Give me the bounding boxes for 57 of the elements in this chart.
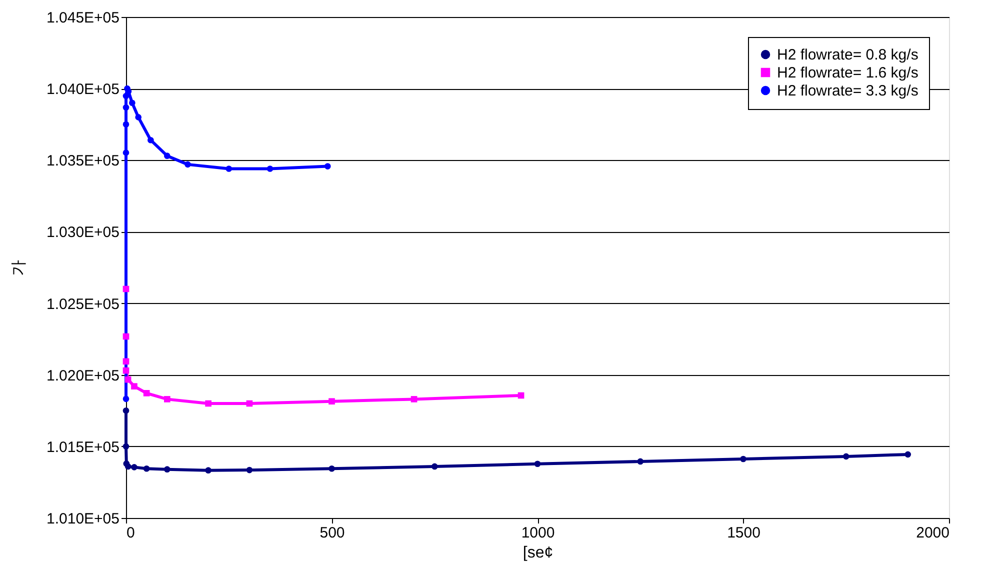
legend-label: H2 flowrate= 0.8 kg/s bbox=[777, 46, 918, 64]
x-tick-label: 1500 bbox=[727, 524, 760, 542]
point bbox=[164, 396, 170, 402]
point bbox=[226, 166, 232, 172]
point bbox=[637, 458, 644, 465]
x-tick-label: 2000 bbox=[916, 524, 950, 542]
point bbox=[205, 400, 212, 407]
point bbox=[740, 456, 746, 462]
point bbox=[324, 163, 331, 170]
point bbox=[246, 400, 253, 407]
y-tick-label: 1.040E+05 bbox=[46, 81, 120, 98]
point bbox=[143, 390, 150, 396]
point bbox=[184, 161, 191, 168]
point bbox=[122, 121, 130, 128]
point bbox=[205, 467, 212, 474]
x-axis-title: [se¢ bbox=[522, 544, 554, 562]
y-tick-label: 1.035E+05 bbox=[46, 152, 120, 170]
y-axis-title: 가 bbox=[10, 260, 28, 276]
point bbox=[164, 466, 170, 472]
point bbox=[431, 463, 438, 470]
point bbox=[164, 152, 170, 160]
point bbox=[904, 451, 912, 458]
y-tick-label: 1.045E+05 bbox=[46, 10, 120, 26]
point bbox=[246, 466, 253, 474]
point bbox=[518, 392, 524, 399]
point bbox=[122, 333, 130, 340]
point bbox=[328, 398, 335, 404]
point bbox=[122, 396, 130, 402]
point bbox=[534, 460, 541, 468]
point bbox=[122, 358, 130, 365]
point bbox=[328, 465, 335, 472]
y-tick-label: 1.025E+05 bbox=[46, 296, 120, 313]
point bbox=[122, 150, 130, 156]
point bbox=[122, 286, 130, 292]
point bbox=[122, 407, 130, 414]
y-tick-label: 1.020E+05 bbox=[46, 367, 120, 384]
x-tick-label: 500 bbox=[320, 524, 345, 542]
y-tick-label: 1.030E+05 bbox=[46, 224, 120, 242]
point bbox=[122, 104, 130, 111]
point bbox=[143, 465, 150, 472]
point bbox=[124, 463, 132, 470]
x-tick-label: 1000 bbox=[521, 524, 555, 542]
point bbox=[148, 136, 154, 144]
legend-label: H2 flowrate= 1.6 kg/s bbox=[777, 64, 918, 82]
point bbox=[131, 464, 138, 470]
point bbox=[129, 100, 136, 106]
point bbox=[842, 453, 850, 460]
point bbox=[131, 383, 138, 390]
point bbox=[124, 376, 132, 383]
legend-label: H2 flowrate= 3.3 kg/s bbox=[777, 82, 918, 100]
y-tick-label: 1.010E+05 bbox=[46, 510, 120, 528]
point bbox=[266, 166, 274, 172]
point bbox=[410, 396, 418, 402]
y-tick-label: 1.015E+05 bbox=[46, 438, 120, 456]
point bbox=[125, 88, 132, 95]
point bbox=[135, 114, 142, 120]
x-tick-label: 0 bbox=[126, 524, 135, 542]
